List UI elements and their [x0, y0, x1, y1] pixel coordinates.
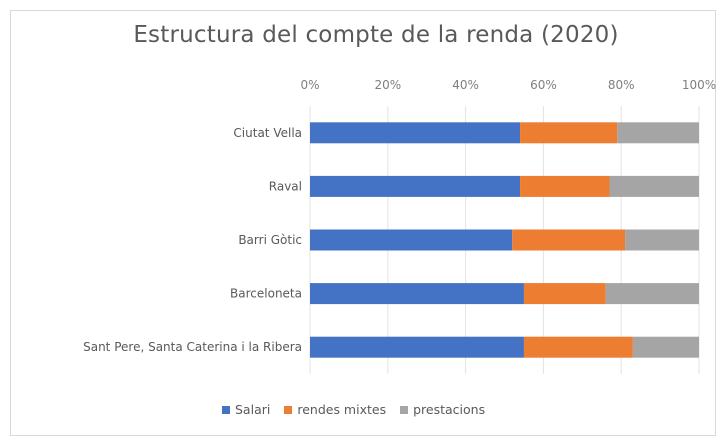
x-tick-label-60: 60% [530, 78, 557, 92]
chart-title: Estructura del compte de la renda (2020) [133, 22, 619, 48]
x-tick-label-80: 80% [608, 78, 635, 92]
legend-item-prestacions: prestacions [400, 402, 485, 417]
bar-salari-sant-pere-santa-caterina-i-la-ribera [310, 336, 524, 358]
category-label-ciutat-vella: Ciutat Vella [233, 126, 302, 140]
bar-prestacions-ciutat-vella [617, 122, 699, 144]
legend-swatch-rendes-mixtes [284, 405, 293, 414]
bar-salari-raval [310, 175, 521, 197]
legend-swatch-prestacions [400, 405, 409, 414]
bar-salari-barri-gotic [310, 229, 513, 251]
bar-salari-barceloneta [310, 283, 524, 305]
chart-frame [10, 10, 716, 436]
category-label-sant-pere-santa-caterina-i-la-ribera: Sant Pere, Santa Caterina i la Ribera [83, 340, 302, 354]
x-tick-label-20: 20% [374, 78, 401, 92]
legend: Salari rendes mixtes prestacions [222, 402, 499, 417]
bar-rendes-mixtes-sant-pere-santa-caterina-i-la-ribera [523, 336, 633, 358]
legend-item-rendes-mixtes: rendes mixtes [284, 402, 386, 417]
bar-prestacions-raval [609, 175, 699, 197]
category-label-barri-gotic: Barri Gòtic [238, 233, 302, 247]
legend-label-prestacions: prestacions [413, 402, 486, 417]
bar-salari-ciutat-vella [310, 122, 521, 144]
legend-label-salari: Salari [235, 402, 271, 417]
bar-rendes-mixtes-barri-gotic [512, 229, 626, 251]
bar-prestacions-sant-pere-santa-caterina-i-la-ribera [632, 336, 699, 358]
x-tick-label-100: 100% [682, 78, 716, 92]
legend-label-rendes-mixtes: rendes mixtes [297, 402, 387, 417]
legend-item-salari: Salari [222, 402, 270, 417]
bar-rendes-mixtes-ciutat-vella [520, 122, 618, 144]
category-label-raval: Raval [269, 179, 302, 193]
bar-rendes-mixtes-raval [520, 175, 610, 197]
category-label-barceloneta: Barceloneta [230, 287, 302, 301]
bar-prestacions-barceloneta [605, 283, 699, 305]
bar-prestacions-barri-gotic [625, 229, 699, 251]
bar-rendes-mixtes-barceloneta [523, 283, 606, 305]
x-tick-label-0: 0% [300, 78, 319, 92]
x-tick-label-40: 40% [452, 78, 479, 92]
legend-swatch-salari [222, 405, 230, 414]
